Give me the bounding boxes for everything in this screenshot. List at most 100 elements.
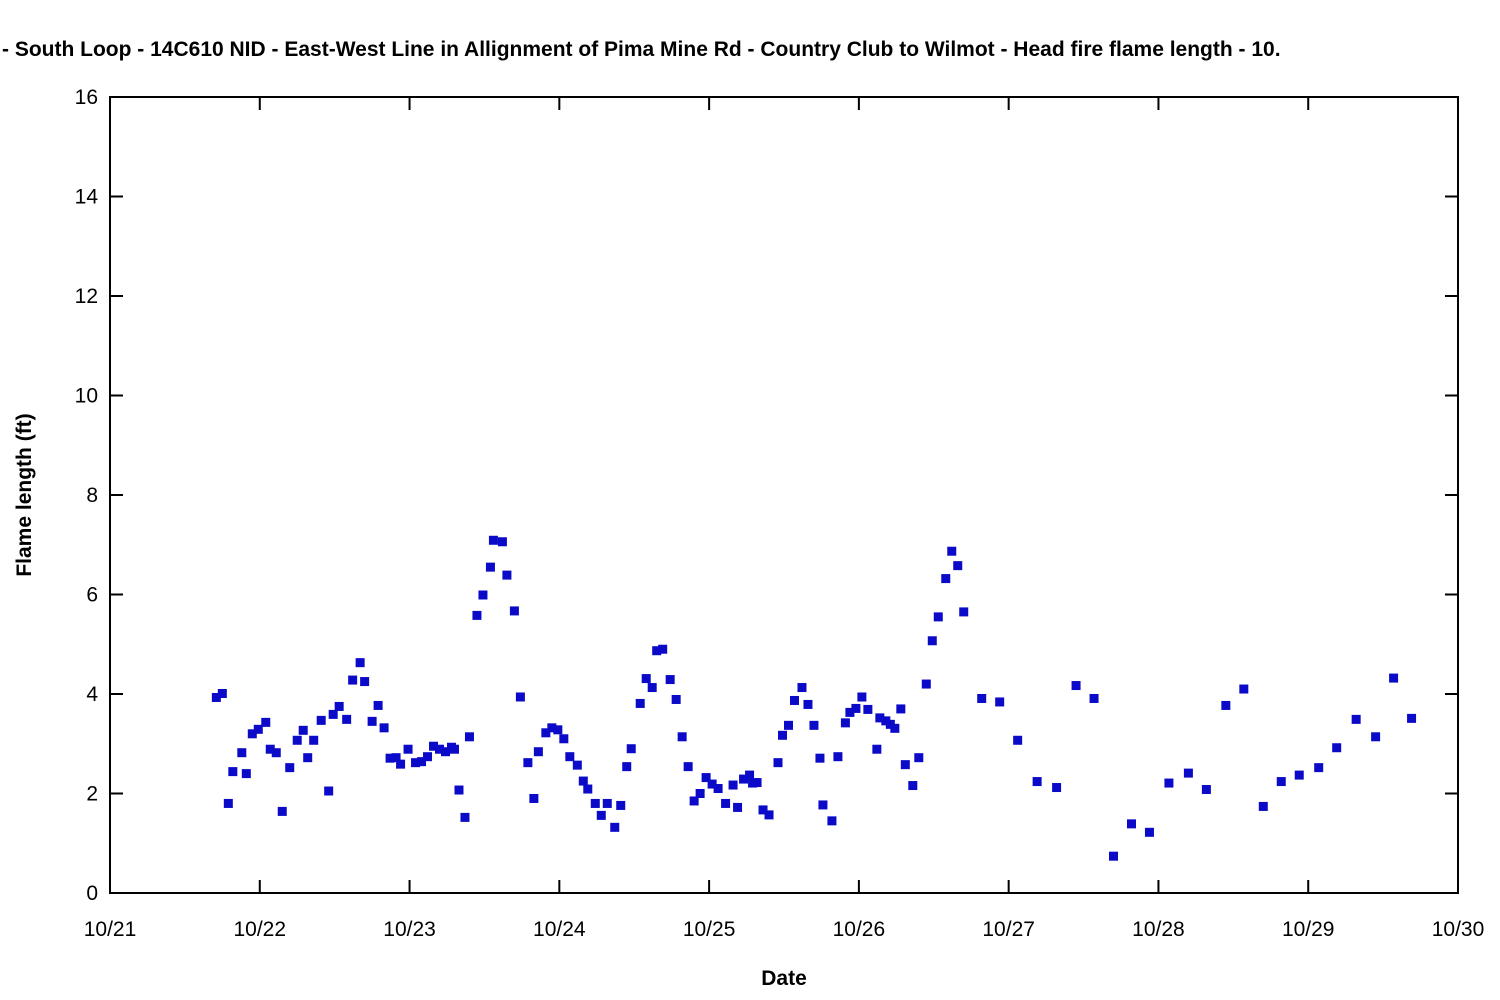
data-point	[454, 785, 464, 795]
data-point	[441, 747, 451, 757]
data-point	[403, 744, 413, 754]
plot-border	[109, 96, 1459, 894]
data-point	[324, 786, 334, 796]
data-point	[385, 753, 395, 763]
x-tick-label: 10/24	[533, 918, 586, 941]
data-point	[1258, 801, 1268, 811]
data-point	[745, 770, 755, 780]
data-point	[863, 704, 873, 714]
data-point	[1276, 777, 1286, 787]
x-axis-label: Date	[761, 967, 807, 990]
data-point	[1126, 819, 1136, 829]
data-point	[1089, 693, 1099, 703]
data-point	[578, 776, 588, 786]
data-point	[677, 732, 687, 742]
data-point	[247, 729, 257, 739]
data-point	[927, 636, 937, 646]
data-point	[328, 709, 338, 719]
data-point	[827, 816, 837, 826]
data-point	[1013, 735, 1023, 745]
data-point	[803, 699, 813, 709]
data-point	[228, 767, 238, 777]
data-point	[896, 704, 906, 714]
data-point	[1201, 785, 1211, 795]
data-point	[478, 590, 488, 600]
data-point	[797, 683, 807, 693]
data-point	[658, 644, 668, 654]
data-point	[1221, 700, 1231, 710]
data-point	[497, 537, 507, 547]
x-tick-label: 10/28	[1132, 918, 1185, 941]
data-point	[553, 725, 563, 735]
data-point	[689, 796, 699, 806]
data-point	[572, 760, 582, 770]
data-point	[559, 734, 569, 744]
data-point	[778, 730, 788, 740]
data-point	[941, 574, 951, 584]
data-point	[995, 697, 1005, 707]
data-point	[488, 535, 498, 545]
data-point	[316, 715, 326, 725]
data-point	[211, 692, 221, 702]
data-point	[237, 748, 247, 758]
y-tick-label: 10	[75, 385, 98, 408]
data-point	[1239, 684, 1249, 694]
data-point	[695, 789, 705, 798]
data-point	[355, 658, 365, 668]
x-tick-label: 10/23	[383, 918, 436, 941]
chart-title: - South Loop - 14C610 NID - East-West Li…	[2, 38, 1281, 61]
data-point	[647, 683, 657, 693]
data-point	[1332, 743, 1342, 753]
data-point	[342, 714, 352, 724]
data-point	[626, 744, 636, 754]
data-point	[533, 747, 543, 757]
data-point	[292, 735, 302, 745]
y-tick-label: 16	[75, 86, 98, 109]
y-tick-label: 12	[75, 285, 98, 308]
x-tick-label: 10/27	[982, 918, 1035, 941]
data-point	[665, 675, 675, 685]
data-point	[590, 798, 600, 808]
data-point	[396, 759, 406, 769]
data-point	[277, 806, 287, 816]
data-point	[449, 744, 459, 754]
data-point	[253, 724, 263, 734]
data-point	[360, 677, 370, 687]
data-point	[840, 718, 850, 728]
data-point	[367, 716, 377, 726]
data-point	[1109, 851, 1119, 861]
data-point	[701, 773, 711, 783]
data-point	[683, 762, 693, 772]
data-point	[851, 703, 861, 713]
data-point	[379, 723, 389, 733]
data-point	[529, 793, 539, 803]
data-point	[610, 822, 620, 832]
data-point	[641, 674, 651, 684]
data-point	[1314, 763, 1324, 773]
data-point	[953, 561, 963, 571]
data-point	[547, 723, 557, 733]
data-point	[423, 752, 433, 762]
x-tick-label: 10/30	[1432, 918, 1485, 941]
data-point	[890, 723, 900, 733]
data-point	[565, 752, 575, 762]
data-point	[1351, 714, 1361, 724]
data-point	[373, 700, 383, 710]
data-point	[265, 744, 275, 754]
data-point	[1071, 681, 1081, 691]
data-point	[818, 800, 828, 810]
data-point	[1032, 777, 1042, 787]
data-point	[217, 689, 227, 699]
data-point	[1294, 770, 1304, 780]
y-tick-label: 0	[86, 882, 98, 905]
data-point	[959, 607, 969, 617]
data-point	[809, 720, 819, 730]
data-point	[622, 762, 632, 772]
data-point	[707, 779, 717, 789]
data-point	[502, 570, 512, 580]
data-point	[1389, 673, 1399, 683]
data-point	[739, 774, 749, 784]
data-point	[908, 781, 918, 791]
data-point	[728, 780, 738, 790]
